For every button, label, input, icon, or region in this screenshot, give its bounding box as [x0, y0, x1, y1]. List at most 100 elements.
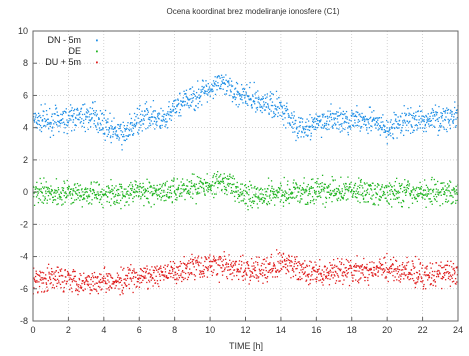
- data-point: [384, 256, 386, 259]
- data-point: [98, 118, 100, 120]
- data-point: [181, 280, 183, 283]
- data-point: [277, 112, 280, 114]
- data-point: [420, 117, 422, 120]
- data-point: [274, 265, 276, 267]
- data-point: [250, 184, 252, 186]
- data-point: [394, 198, 397, 200]
- data-point: [389, 190, 391, 192]
- data-point: [449, 180, 451, 182]
- data-point: [138, 277, 140, 279]
- data-point: [42, 202, 45, 204]
- data-point: [443, 274, 446, 276]
- data-point: [306, 265, 308, 267]
- data-point: [388, 182, 391, 184]
- data-point: [408, 185, 410, 187]
- data-point: [341, 190, 343, 192]
- data-point: [411, 114, 413, 116]
- data-point: [196, 261, 199, 263]
- data-point: [354, 184, 356, 187]
- data-point: [53, 199, 55, 201]
- data-point: [416, 200, 418, 203]
- data-point: [277, 186, 280, 189]
- data-point: [353, 112, 355, 115]
- data-point: [169, 270, 171, 272]
- data-point: [343, 113, 345, 116]
- data-point: [216, 274, 218, 276]
- data-point: [218, 257, 220, 259]
- data-point: [236, 181, 238, 184]
- data-point: [158, 273, 161, 275]
- data-point: [130, 278, 132, 280]
- data-point: [169, 260, 172, 263]
- data-point: [50, 267, 53, 270]
- data-point: [192, 100, 194, 102]
- data-point: [210, 187, 212, 189]
- data-point: [291, 126, 293, 128]
- data-point: [193, 183, 196, 185]
- data-point: [271, 116, 273, 119]
- data-point: [85, 116, 87, 118]
- data-point: [202, 187, 205, 189]
- data-point: [327, 110, 329, 112]
- data-point: [307, 183, 309, 186]
- data-point: [410, 193, 412, 195]
- data-point: [436, 270, 438, 273]
- data-point: [266, 281, 268, 283]
- data-point: [57, 125, 59, 127]
- data-point: [283, 176, 285, 179]
- data-point: [33, 192, 35, 194]
- data-point: [433, 178, 435, 181]
- data-point: [259, 200, 261, 202]
- data-point: [288, 259, 291, 262]
- data-point: [326, 275, 328, 277]
- data-point: [421, 193, 423, 195]
- data-point: [349, 265, 351, 267]
- data-point: [67, 122, 69, 124]
- data-point: [223, 270, 225, 272]
- data-point: [364, 115, 366, 118]
- data-point: [54, 199, 57, 201]
- data-point: [113, 281, 116, 284]
- data-point: [454, 191, 456, 193]
- data-point: [230, 176, 232, 179]
- data-point: [249, 279, 251, 282]
- data-point: [155, 188, 157, 190]
- data-point: [94, 194, 97, 196]
- data-point: [91, 192, 94, 195]
- data-point: [322, 277, 324, 280]
- data-point: [105, 122, 108, 124]
- data-point: [375, 117, 377, 119]
- data-point: [442, 187, 444, 189]
- data-point: [94, 100, 96, 103]
- data-point: [355, 279, 357, 281]
- data-point: [407, 181, 409, 183]
- data-point: [446, 195, 448, 197]
- data-point: [271, 268, 273, 270]
- data-point: [43, 290, 46, 292]
- data-point: [185, 95, 187, 98]
- data-point: [286, 192, 288, 195]
- data-point: [143, 192, 146, 194]
- data-point: [225, 186, 227, 189]
- data-point: [413, 117, 415, 120]
- data-point: [74, 275, 77, 277]
- data-point: [226, 80, 229, 83]
- data-point: [321, 127, 323, 129]
- data-point: [107, 196, 109, 198]
- data-point: [283, 124, 285, 126]
- data-point: [329, 114, 332, 116]
- data-point: [361, 265, 363, 267]
- data-point: [178, 269, 180, 271]
- data-point: [59, 269, 61, 271]
- data-point: [312, 178, 314, 180]
- data-point: [170, 265, 172, 268]
- data-point: [358, 266, 361, 268]
- data-point: [126, 138, 128, 140]
- data-point: [60, 287, 62, 289]
- data-point: [146, 281, 148, 284]
- data-point: [272, 104, 274, 107]
- data-point: [388, 270, 390, 273]
- data-point: [444, 200, 447, 203]
- data-point: [34, 280, 36, 282]
- data-point: [159, 125, 161, 128]
